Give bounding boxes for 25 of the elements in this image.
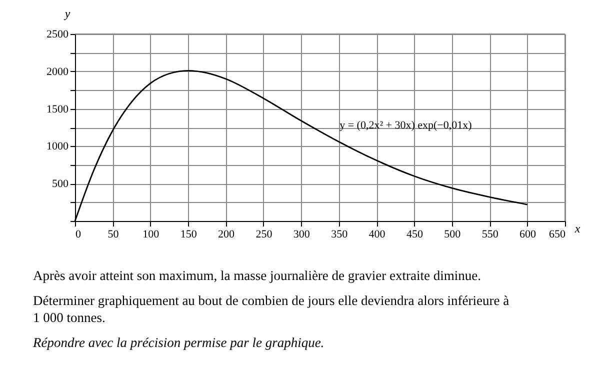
y-tick-label: 500 <box>52 178 69 190</box>
x-tick-label: 650 <box>549 228 566 240</box>
x-axis-title: x <box>574 222 581 236</box>
x-tick-label: 450 <box>406 228 424 240</box>
y-tick-label: 1000 <box>46 140 69 153</box>
text: Déterminer graphiquement au bout de combien de jours elle deviendra alors inférieure à 1 000 tonnes. <box>33 293 510 325</box>
x-tick-label: 400 <box>368 228 386 240</box>
x-tick-label: 200 <box>218 228 236 240</box>
x-tick-label: 250 <box>256 228 273 240</box>
y-tick-label: 2000 <box>46 66 69 78</box>
x-tick-label: 150 <box>180 228 198 240</box>
x-tick-label: 350 <box>331 228 348 240</box>
y-tick-label: 1500 <box>46 103 69 116</box>
annotation: y = (0,2x² + 30x) exp(−0,01x) <box>340 120 472 132</box>
y-tick-label: 2500 <box>46 28 69 40</box>
x-tick-label: 600 <box>520 228 537 240</box>
text: Répondre avec la précision permise par le graphique. <box>32 335 324 350</box>
x-tick-label: 50 <box>108 228 120 240</box>
x-tick-label: 0 <box>76 228 82 240</box>
x-tick-label: 550 <box>482 228 499 240</box>
x-tick-label: 100 <box>142 228 160 240</box>
x-tick-label: 300 <box>293 228 310 240</box>
y-axis-title: y <box>64 6 71 20</box>
text: Après avoir atteint son maximum, la masse journalière de gravier extraite diminue. <box>33 268 481 283</box>
x-tick-label: 500 <box>444 228 462 240</box>
